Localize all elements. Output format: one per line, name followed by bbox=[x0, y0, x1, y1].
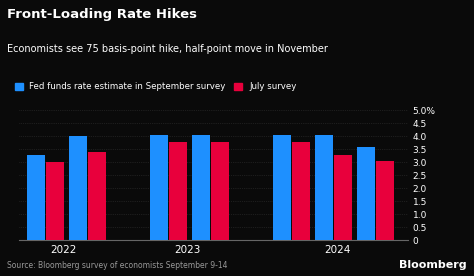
Bar bbox=[27, 155, 45, 240]
Bar bbox=[192, 135, 210, 240]
Bar bbox=[315, 135, 333, 240]
Bar bbox=[211, 142, 228, 240]
Text: Economists see 75 basis-point hike, half-point move in November: Economists see 75 basis-point hike, half… bbox=[7, 44, 328, 54]
Legend: Fed funds rate estimate in September survey, July survey: Fed funds rate estimate in September sur… bbox=[11, 79, 300, 95]
Bar bbox=[292, 142, 310, 240]
Bar bbox=[376, 161, 394, 240]
Bar bbox=[169, 142, 187, 240]
Bar bbox=[357, 147, 374, 240]
Bar bbox=[46, 162, 64, 240]
Text: Bloomberg: Bloomberg bbox=[399, 261, 467, 270]
Bar bbox=[273, 135, 291, 240]
Bar bbox=[88, 152, 106, 240]
Bar bbox=[150, 135, 168, 240]
Text: Source: Bloomberg survey of economists September 9-14: Source: Bloomberg survey of economists S… bbox=[7, 261, 228, 270]
Bar bbox=[69, 136, 87, 240]
Text: Front-Loading Rate Hikes: Front-Loading Rate Hikes bbox=[7, 8, 197, 21]
Bar bbox=[334, 155, 352, 240]
